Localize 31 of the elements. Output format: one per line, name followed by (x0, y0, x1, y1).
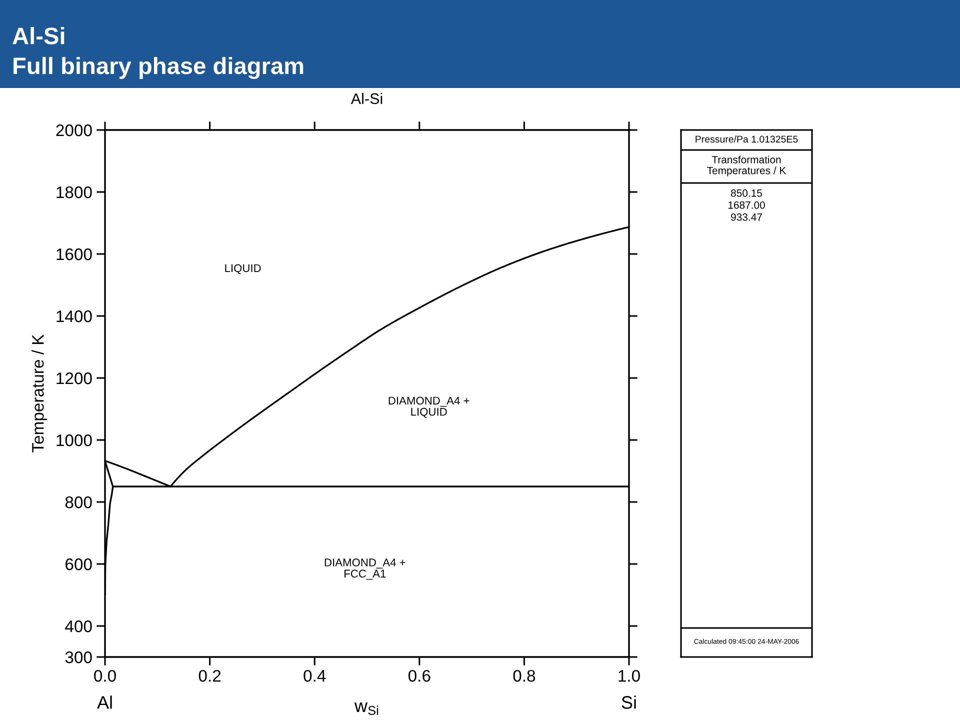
y-tick-label: 300 (65, 651, 92, 664)
text: Al-Si (350, 92, 382, 104)
y-axis-title: Temperature / K (32, 334, 48, 452)
chart-subtitle: Full binary phase diagram (14, 56, 304, 80)
text: Si (622, 696, 636, 709)
annotation: LIQUID (225, 264, 261, 274)
x-tick-label: 0.6 (408, 670, 430, 682)
x-tick-label: 0.2 (198, 670, 221, 682)
annotation: DIAMOND_A4 + FCC_A1 (324, 558, 406, 580)
annotation: DIAMOND_A4 + LIQUID (388, 396, 470, 418)
text: Al (97, 696, 112, 709)
y-tick-label: 400 (65, 620, 92, 632)
y-tick-label: 1800 (56, 186, 92, 198)
y-tick-label: 1200 (56, 372, 92, 384)
x-axis-title: w$_{Si}$ (354, 702, 378, 715)
x-tick-label: 0.0 (94, 670, 116, 682)
text: 1687.00 (728, 201, 765, 209)
y-tick-label: 2000 (56, 124, 92, 136)
text: 933.47 (731, 213, 762, 221)
y-tick-label: 800 (65, 496, 92, 508)
text: Pressure/Pa 1.01325E5 (696, 135, 798, 143)
y-tick-label: 600 (66, 558, 92, 570)
text: Transformation Temperatures / K (707, 156, 786, 176)
y-tick-label: 1600 (56, 248, 92, 260)
x-tick-label: 0.4 (304, 670, 326, 682)
x-tick-label: 0.8 (513, 670, 536, 682)
text: 850.15 (731, 189, 762, 197)
chart-title: Al-Si (12, 26, 64, 44)
y-tick-label: 1400 (56, 310, 92, 322)
y-tick-label: 1000 (56, 434, 92, 446)
x-tick-label: 1.0 (618, 670, 640, 682)
